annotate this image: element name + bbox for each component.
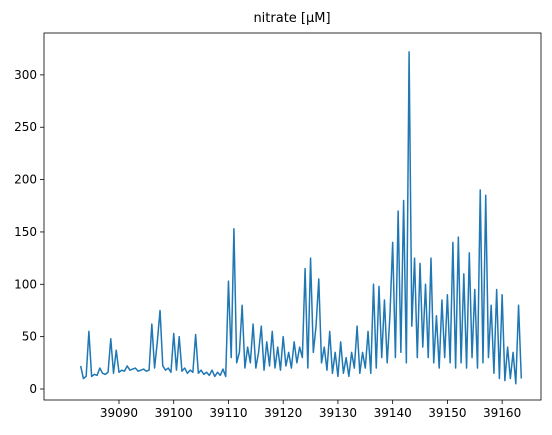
x-tick-label: 39140 <box>374 406 412 420</box>
y-tick-label: 150 <box>14 225 37 239</box>
x-tick-label: 39110 <box>209 406 247 420</box>
x-tick-label: 39120 <box>264 406 302 420</box>
y-tick-label: 200 <box>14 173 37 187</box>
x-tick-label: 39150 <box>428 406 466 420</box>
y-tick-label: 300 <box>14 68 37 82</box>
x-tick-label: 39100 <box>155 406 193 420</box>
y-tick-label: 0 <box>29 382 37 396</box>
data-line <box>79 51 523 385</box>
axes-frame <box>43 32 542 401</box>
y-tick-label: 50 <box>22 330 37 344</box>
y-tick-label: 100 <box>14 277 37 291</box>
y-tick-label: 250 <box>14 120 37 134</box>
x-tick-label: 39130 <box>319 406 357 420</box>
x-tick-label: 39160 <box>483 406 521 420</box>
x-tick-label: 39090 <box>100 406 138 420</box>
chart-title: nitrate [μM] <box>253 11 330 26</box>
